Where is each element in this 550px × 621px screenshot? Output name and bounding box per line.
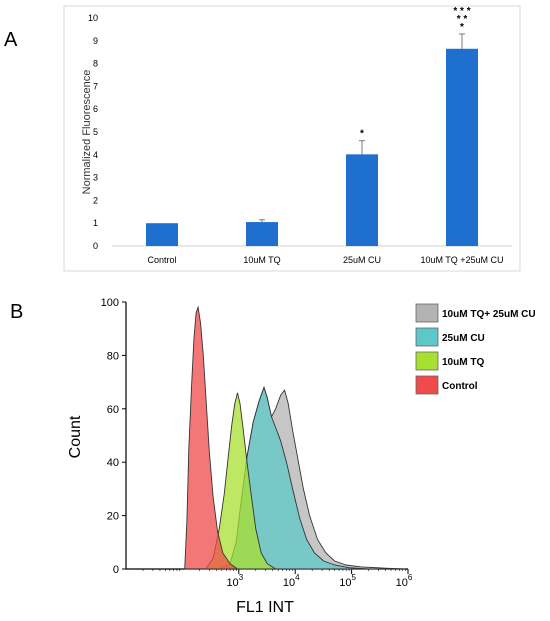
- y-axis-label-b: Count: [67, 415, 84, 458]
- bar: [146, 223, 178, 246]
- x-tick-label: 103: [226, 573, 243, 589]
- x-tick-label: 10uM TQ: [243, 255, 280, 265]
- significance-marker: * * *: [453, 6, 470, 17]
- y-tick-label: 6: [93, 104, 98, 114]
- y-tick-label: 60: [107, 404, 119, 416]
- histogram-series: [184, 305, 238, 570]
- bar: [346, 154, 378, 246]
- y-tick-label: 20: [107, 511, 119, 523]
- bar-chart: Normalized Fluorescence 0 1 2 3 4 5 6 7 8 9 10 Cont…: [81, 6, 512, 265]
- significance-marker: *: [460, 22, 464, 33]
- x-tick-label: Control: [147, 255, 176, 265]
- y-tick-label: 3: [93, 173, 98, 183]
- y-tick-label: 40: [107, 457, 119, 469]
- legend: 10uM TQ+ 25uM CU 25uM CU 10uM TQ Control: [415, 303, 536, 395]
- y-tick-label: 80: [107, 350, 119, 362]
- y-tick-label: 9: [93, 36, 98, 46]
- y-tick-label: 5: [93, 127, 98, 137]
- x-tick-label: 106: [396, 573, 413, 589]
- y-tick-label: 7: [93, 81, 98, 91]
- legend-swatch: [415, 351, 439, 371]
- y-tick-label: 0: [113, 564, 119, 576]
- legend-label: 10uM TQ+ 25uM CU: [442, 309, 536, 320]
- significance-marker: * *: [457, 14, 468, 25]
- y-tick-label: 4: [93, 150, 98, 160]
- significance-marker: *: [360, 129, 364, 140]
- y-tick-label: 100: [101, 297, 119, 309]
- y-tick-label: 2: [93, 195, 98, 205]
- y-axis-label: Normalized Fluorescence: [81, 70, 93, 195]
- y-tick-label: 0: [93, 241, 98, 251]
- histogram-series: [204, 392, 276, 570]
- histogram-chart: Count FL1 INT 0 20 40 60 80 100 103 104 105 106: [67, 297, 413, 616]
- x-tick-label: 10uM TQ +25uM CU: [420, 255, 503, 265]
- y-tick-label: 8: [93, 59, 98, 69]
- x-tick-label: 25uM CU: [343, 255, 381, 265]
- bar: [246, 222, 278, 246]
- legend-label: 10uM TQ: [442, 357, 484, 368]
- x-axis-label-b: FL1 INT: [236, 599, 294, 616]
- legend-label: 25uM CU: [442, 333, 485, 344]
- x-tick-label: 105: [339, 573, 356, 589]
- panel-a-frame: [63, 5, 521, 272]
- y-tick-label: 1: [93, 218, 98, 228]
- x-tick-label: 104: [283, 573, 300, 589]
- legend-swatch: [415, 303, 439, 323]
- panel-label-b: B: [10, 301, 23, 323]
- bar: [446, 48, 478, 246]
- legend-swatch: [415, 327, 439, 347]
- legend-swatch: [415, 375, 439, 395]
- y-tick-label: 10: [88, 13, 98, 23]
- panel-label-a: A: [4, 29, 18, 51]
- legend-label: Control: [442, 381, 478, 392]
